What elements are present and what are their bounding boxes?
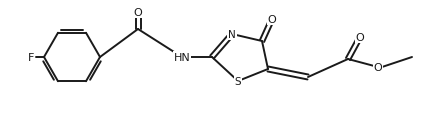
- Text: O: O: [356, 33, 364, 43]
- Text: N: N: [228, 30, 236, 40]
- Text: O: O: [268, 15, 276, 25]
- Text: O: O: [133, 8, 143, 18]
- Text: S: S: [235, 76, 241, 86]
- Text: HN: HN: [174, 53, 191, 62]
- Text: O: O: [374, 62, 382, 72]
- Text: F: F: [28, 53, 34, 62]
